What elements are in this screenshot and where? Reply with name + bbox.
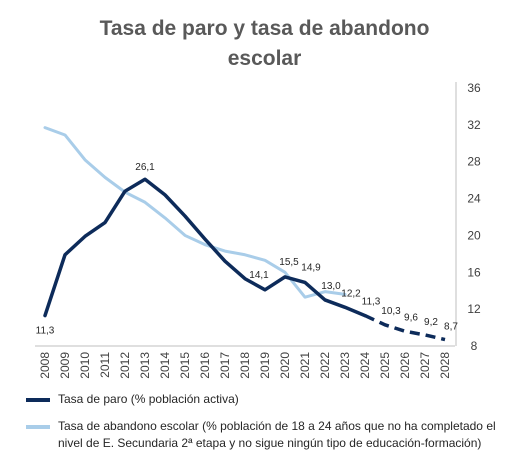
data-label: 14,1 [249,270,269,281]
x-tick-label: 2016 [198,352,212,379]
y-tick-label: 32 [467,118,481,132]
x-tick-label: 2021 [298,352,312,379]
series-line-abandono [43,126,347,299]
x-tick-label: 2019 [258,352,272,379]
y-tick-label: 24 [467,192,481,206]
x-tick-label: 2008 [38,352,52,379]
y-tick-label: 20 [467,228,481,242]
data-label: 10,3 [381,306,401,317]
y-tick-label: 36 [467,81,481,95]
data-label: 11,3 [362,297,381,308]
x-tick-label: 2012 [118,352,132,379]
data-label: 13,0 [321,281,341,292]
chart-title-line-2: escolar [227,47,302,70]
legend-swatch-paro [26,398,50,402]
legend-swatch-abandono [26,425,50,429]
chart-title: Tasa de paro y tasa de abandono escolar [0,14,529,74]
y-tick-label: 28 [467,155,481,169]
x-tick-label: 2010 [78,352,92,379]
data-label: 15,5 [279,257,299,268]
x-tick-label: 2015 [178,352,192,379]
x-tick-label: 2024 [358,352,372,379]
data-label: 14,9 [301,262,321,273]
y-tick-label: 12 [467,302,481,316]
x-tick-label: 2027 [418,352,432,379]
x-tick-label: 2026 [398,352,412,379]
x-tick-label: 2018 [238,352,252,379]
x-tick-label: 2013 [138,352,152,379]
legend-label-paro: Tasa de paro (% población activa) [58,392,239,406]
x-tick-label: 2020 [278,352,292,379]
data-label: 11,3 [36,326,55,337]
legend-label-abandono: Tasa de abandono escolar (% población de… [58,419,496,450]
data-labels: 11,326,114,115,514,913,012,211,310,39,6 9… [36,162,459,336]
x-tick-label: 2025 [378,352,392,379]
x-tick-label: 2028 [438,352,452,379]
x-tick-label: 2009 [58,352,72,379]
y-tick-label: 8 [471,339,478,353]
series-line-paro [43,177,367,318]
y-tick-label: 16 [467,265,481,279]
x-tick-label: 2017 [218,352,232,379]
data-label: 12,2 [341,288,361,299]
data-label: 26,1 [135,162,155,173]
x-tick-label: 2023 [338,352,352,379]
data-label: 9,6 [404,312,418,323]
x-tick-label: 2014 [158,352,172,379]
x-tick-label: 2022 [318,352,332,379]
data-label: 8,7 [444,322,458,333]
series-lines [43,126,446,342]
x-tick-label: 2011 [98,352,112,378]
chart-title-line-1: Tasa de paro y tasa de abandono [99,17,430,40]
series-line-paro-forecast [364,314,446,342]
data-label: 9,2 [424,317,438,328]
